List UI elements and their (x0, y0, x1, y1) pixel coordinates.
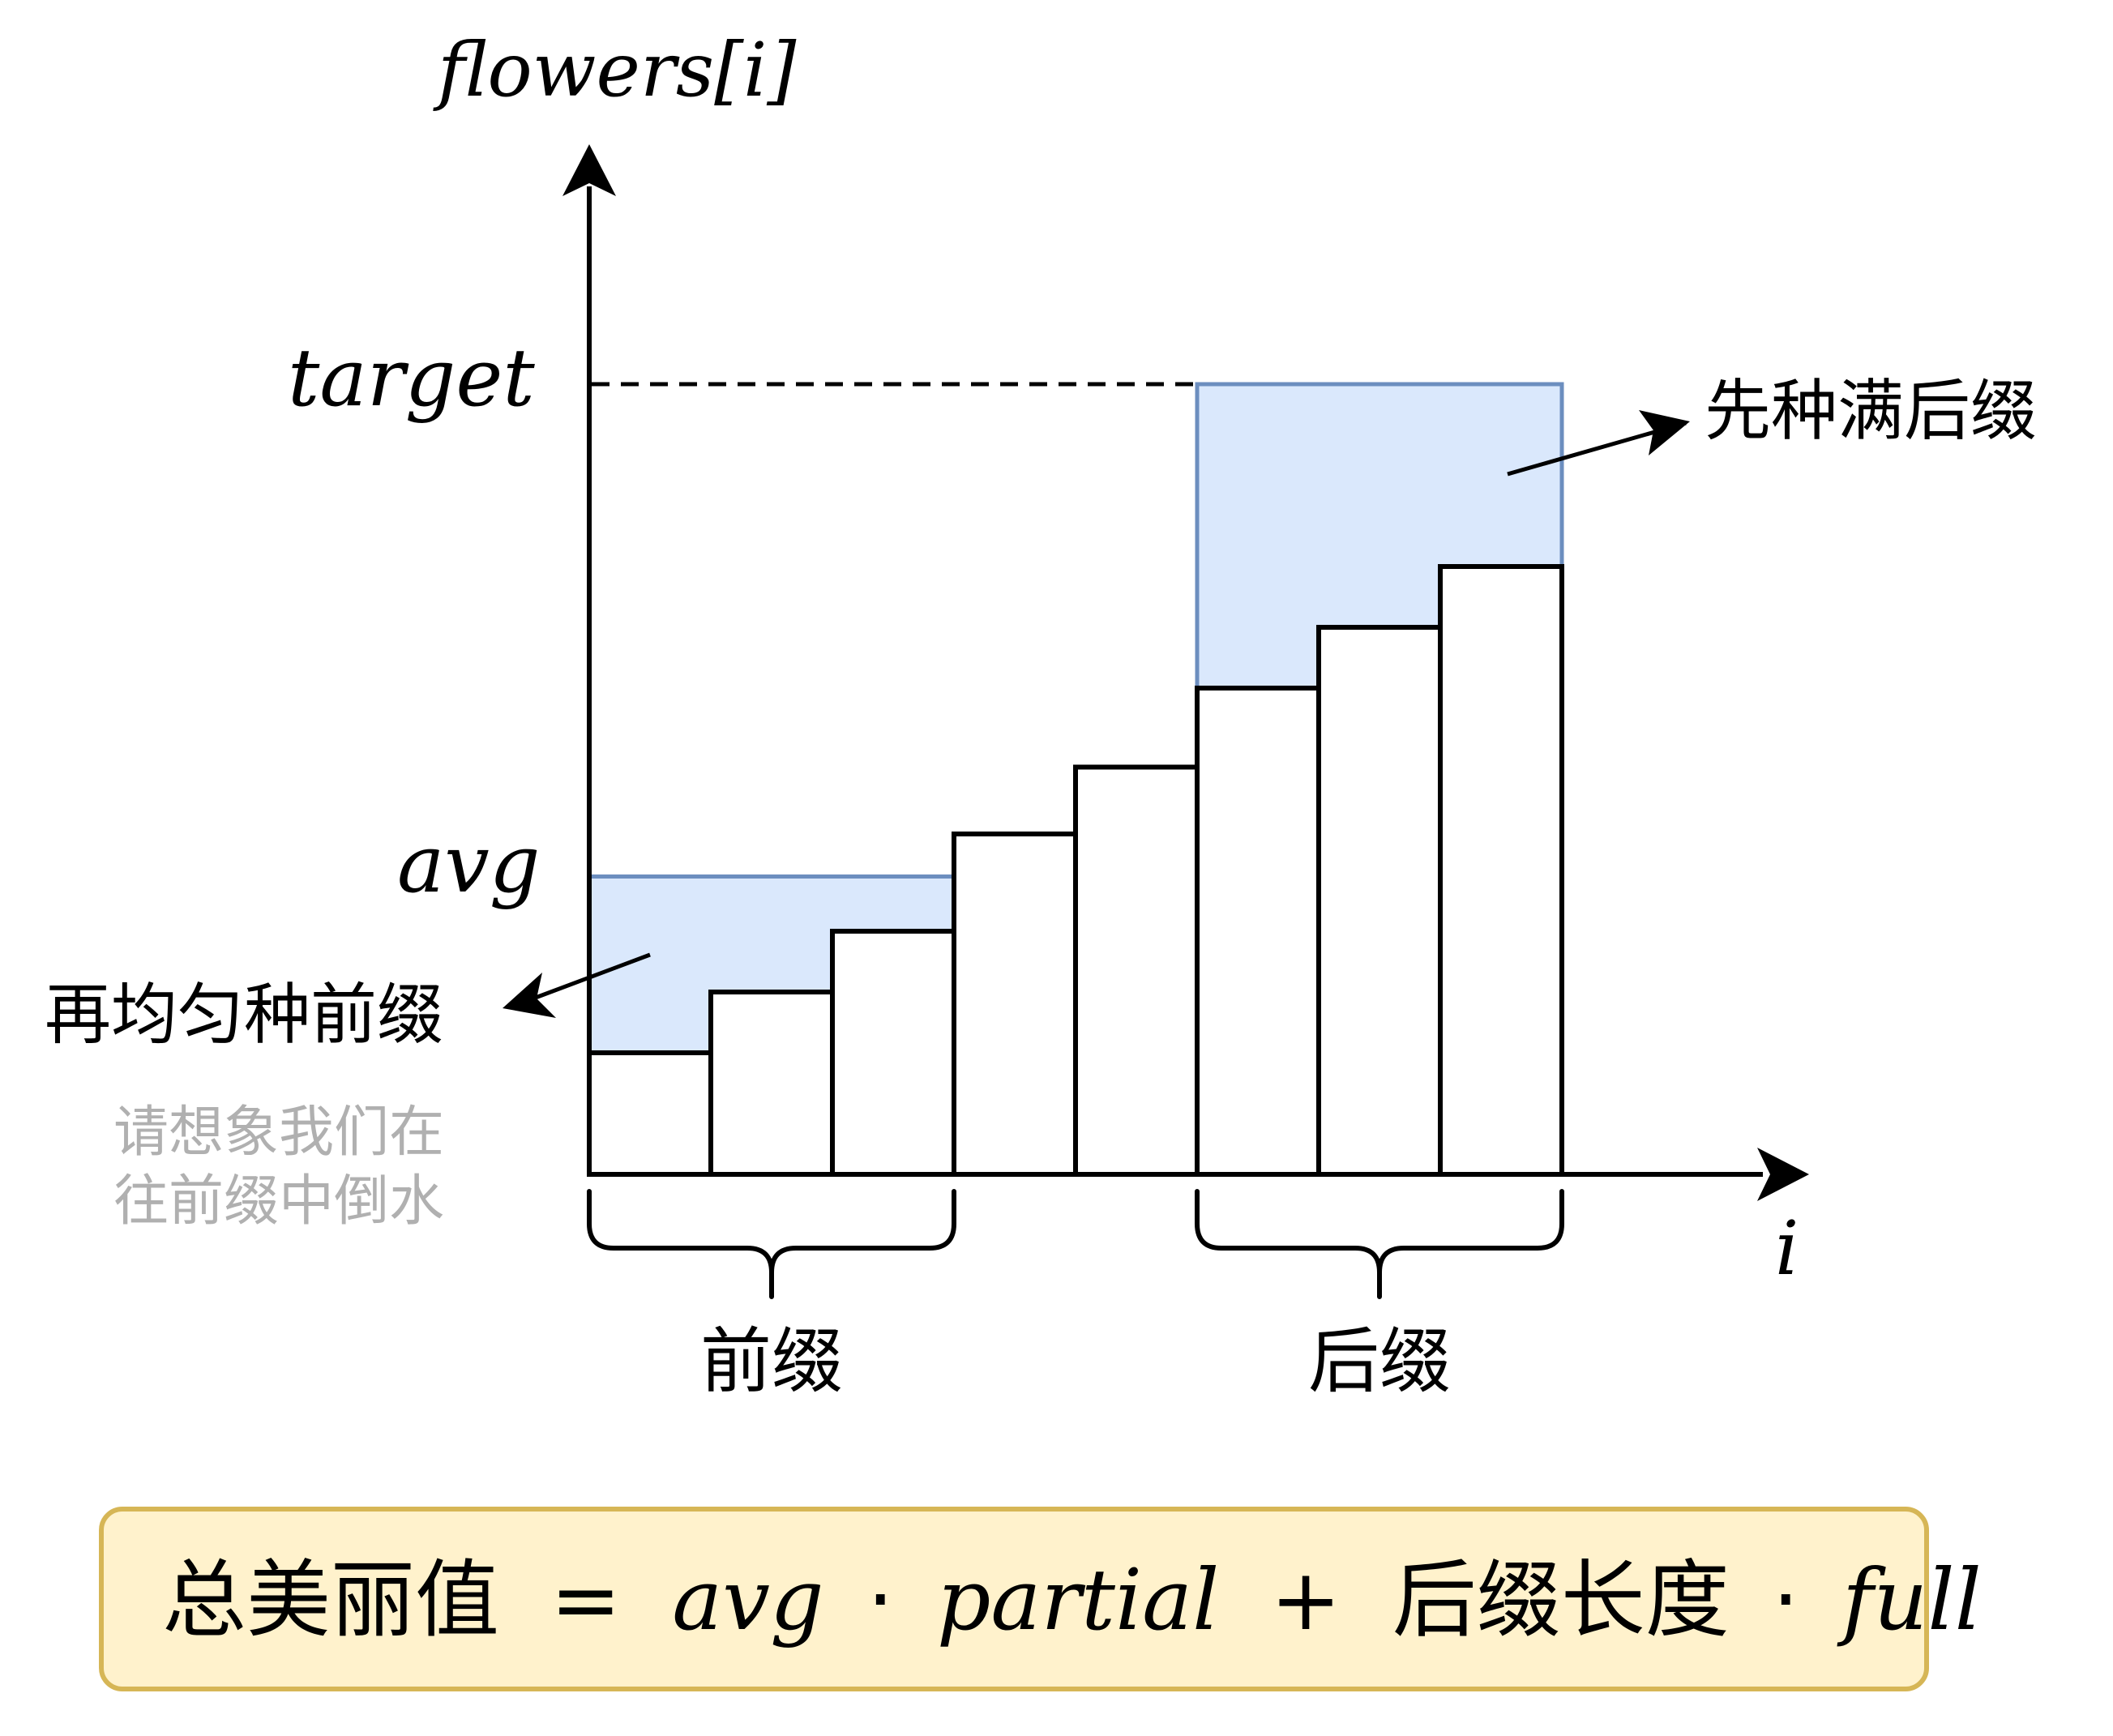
prefix-note-arrowhead (503, 973, 556, 1018)
prefix-label: 前缀 (700, 1319, 843, 1403)
bar-5 (1195, 686, 1321, 1177)
formula-partial: partial (937, 1550, 1220, 1649)
formula-avg: avg (672, 1550, 823, 1649)
axes (562, 144, 1809, 1201)
prefix-note: 再均匀种前缀 (45, 977, 443, 1054)
bar-4 (1073, 764, 1200, 1177)
target-label: target (288, 332, 535, 425)
bar-2 (830, 929, 956, 1177)
hint-line-1: 请想象我们在 (113, 1101, 444, 1165)
formula-suffix-length: 后缀长度 (1392, 1550, 1730, 1649)
bar-6 (1316, 625, 1443, 1177)
x-axis-label: i (1775, 1205, 1799, 1292)
bars-group (587, 564, 1564, 1177)
avg-label: avg (397, 819, 541, 911)
hint-line-2: 往前缀中倒水 (113, 1169, 444, 1234)
suffix-brace (1195, 1189, 1564, 1299)
bar-3 (952, 832, 1078, 1177)
formula-box: 总美丽值 = avg · partial + 后缀长度 · full (99, 1507, 1982, 1691)
formula-plus: + (1271, 1550, 1341, 1649)
formula-dot-1: · (867, 1550, 894, 1649)
prefix-note-arrow (526, 952, 651, 1003)
y-axis-arrowhead (562, 144, 616, 196)
bar-7 (1438, 564, 1564, 1177)
formula-lhs: 总美丽值 (162, 1550, 499, 1649)
y-axis-label: flowers[i] (433, 27, 796, 113)
prefix-brace (587, 1189, 956, 1299)
suffix-note-arrowhead (1639, 410, 1690, 455)
formula-text: 总美丽值 = avg · partial + 后缀长度 · full (162, 1550, 1982, 1649)
formula-full: full (1837, 1550, 1982, 1649)
suffix-note: 先种满后缀 (1705, 373, 2037, 450)
bar-1 (708, 990, 835, 1177)
suffix-label: 后缀 (1308, 1319, 1451, 1403)
formula-eq: = (550, 1550, 621, 1649)
x-axis-arrowhead (1757, 1148, 1809, 1201)
bar-0 (587, 1050, 713, 1177)
formula-background (99, 1507, 1929, 1691)
formula-dot-2: · (1773, 1550, 1799, 1649)
